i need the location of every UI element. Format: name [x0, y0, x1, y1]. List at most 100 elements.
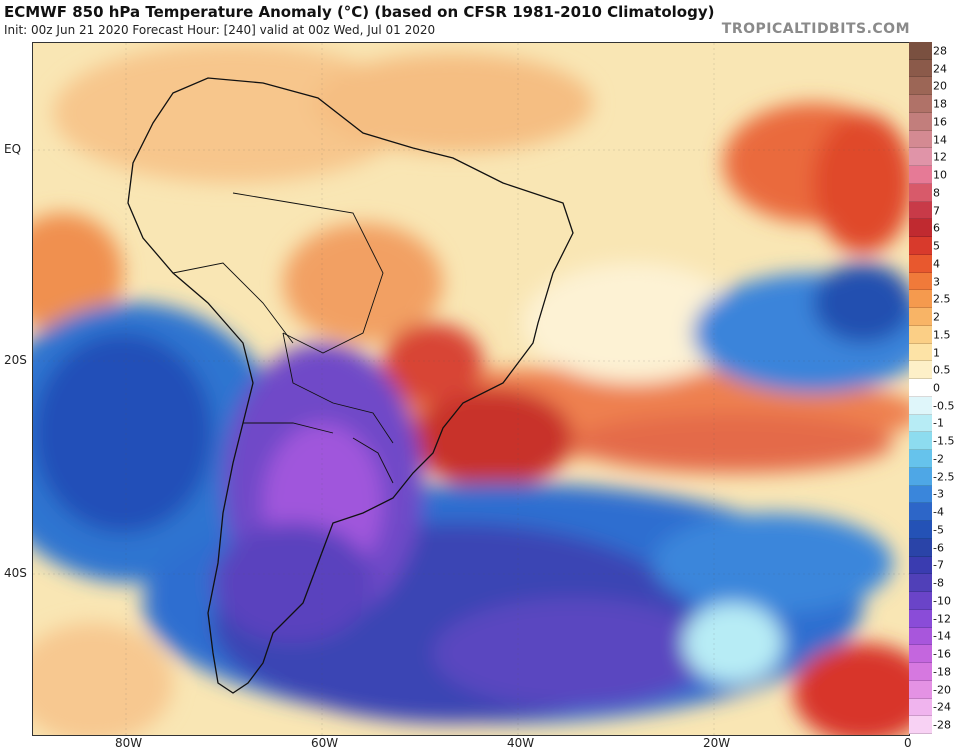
lon-label-40w: 40W [507, 736, 535, 750]
colorbar-swatch [909, 627, 932, 646]
colorbar-label: -1.5 [933, 434, 955, 448]
colorbar-swatch [909, 59, 932, 78]
colorbar-swatch [909, 698, 932, 717]
colorbar-step: 18 [909, 95, 960, 113]
colorbar-swatch [909, 663, 932, 681]
colorbar-swatch [909, 645, 932, 664]
colorbar-step: 0.5 [909, 361, 960, 380]
colorbar-swatch [909, 592, 932, 610]
colorbar-legend: 28 24 20 18 16 14 12 10 8 7 6 5 4 3 2.5 2 1.5 1 0.5 0 -0.5 -1… [909, 42, 960, 734]
colorbar-swatch [909, 95, 932, 113]
colorbar-swatch [909, 42, 932, 60]
colorbar-swatch [909, 609, 932, 628]
colorbar-label: 18 [933, 97, 947, 111]
colorbar-label: 7 [933, 204, 940, 218]
colorbar-swatch [909, 556, 932, 575]
colorbar-label: -0.5 [933, 399, 955, 413]
colorbar-swatch [909, 290, 932, 309]
colorbar-step: -14 [909, 627, 960, 646]
colorbar-swatch [909, 183, 932, 202]
colorbar-label: -2.5 [933, 470, 955, 484]
colorbar-step: -3 [909, 485, 960, 504]
colorbar-step: -1.5 [909, 432, 960, 451]
colorbar-step: 20 [909, 77, 960, 96]
colorbar-step: 3 [909, 272, 960, 291]
brand-watermark: TROPICALTIDBITS.COM [721, 21, 910, 37]
colorbar-swatch [909, 414, 932, 433]
colorbar-label: -12 [933, 612, 951, 626]
colorbar-label: 12 [933, 150, 947, 164]
colorbar-swatch [909, 538, 932, 557]
colorbar-step: 28 [909, 42, 960, 60]
colorbar-step: 2 [909, 308, 960, 326]
colorbar-swatch [909, 361, 932, 380]
colorbar-label: 0 [933, 381, 940, 395]
colorbar-label: 3 [933, 275, 940, 289]
colorbar-swatch [909, 521, 932, 539]
colorbar-label: 1 [933, 346, 940, 359]
colorbar-step: -18 [909, 663, 960, 681]
colorbar-swatch [909, 432, 932, 451]
colorbar-label: 14 [933, 133, 947, 147]
anomaly-map[interactable] [32, 42, 910, 736]
colorbar-step: 4 [909, 254, 960, 273]
colorbar-label: 24 [933, 62, 947, 76]
colorbar-label: 1.5 [933, 328, 951, 342]
colorbar-step: 5 [909, 237, 960, 255]
colorbar-swatch [909, 467, 932, 486]
chart-title: ECMWF 850 hPa Temperature Anomaly (°C) (… [4, 3, 715, 21]
colorbar-label: -10 [933, 594, 951, 608]
colorbar-step: 12 [909, 148, 960, 167]
colorbar-step: -12 [909, 609, 960, 628]
colorbar-swatch [909, 379, 932, 397]
colorbar-swatch [909, 272, 932, 291]
colorbar-label: -14 [933, 629, 951, 643]
colorbar-swatch [909, 485, 932, 504]
colorbar-step: 10 [909, 166, 960, 184]
colorbar-label: -6 [933, 541, 944, 555]
colorbar-label: -4 [933, 505, 944, 519]
colorbar-label: -1 [933, 416, 944, 430]
colorbar-swatch [909, 254, 932, 273]
colorbar-label: 16 [933, 115, 947, 129]
colorbar-swatch [909, 148, 932, 167]
colorbar-label: 2 [933, 310, 940, 324]
colorbar-label: -8 [933, 576, 944, 590]
colorbar-step: -24 [909, 698, 960, 717]
south-america-outline [127, 77, 574, 694]
colorbar-swatch [909, 219, 932, 238]
colorbar-step: -1 [909, 414, 960, 433]
colorbar-label: 8 [933, 186, 940, 200]
colorbar-label: -24 [933, 700, 951, 714]
colorbar-step: -2 [909, 450, 960, 468]
colorbar-swatch [909, 680, 932, 699]
colorbar-swatch [909, 396, 932, 415]
colorbar-step: -8 [909, 574, 960, 593]
colorbar-label: -28 [933, 718, 951, 732]
lat-label-40s: 40S [4, 566, 27, 580]
colorbar-swatch [909, 237, 932, 255]
colorbar-step: 8 [909, 183, 960, 202]
colorbar-step: -6 [909, 538, 960, 557]
colorbar-step: 0 [909, 379, 960, 397]
colorbar-step: 7 [909, 201, 960, 220]
colorbar-step: -7 [909, 556, 960, 575]
forecast-info: Init: 00z Jun 21 2020 Forecast Hour: [24… [4, 23, 436, 37]
colorbar-label: 4 [933, 257, 940, 271]
colorbar-label: -5 [933, 523, 944, 537]
colorbar-step: 1 [909, 343, 960, 362]
colorbar-step: -0.5 [909, 396, 960, 415]
colorbar-step: -2.5 [909, 467, 960, 486]
colorbar-label: -16 [933, 647, 951, 661]
colorbar-swatch [909, 77, 932, 96]
colorbar-swatch [909, 166, 932, 184]
colorbar-label: -2 [933, 452, 944, 466]
colorbar-label: 2.5 [933, 292, 951, 306]
colorbar-step: 14 [909, 130, 960, 149]
colorbar-swatch [909, 716, 932, 734]
colorbar-step: -5 [909, 521, 960, 539]
lon-label-80w: 80W [115, 736, 143, 750]
lon-label-20w: 20W [703, 736, 731, 750]
colorbar-swatch [909, 201, 932, 220]
map-canvas [33, 43, 909, 735]
